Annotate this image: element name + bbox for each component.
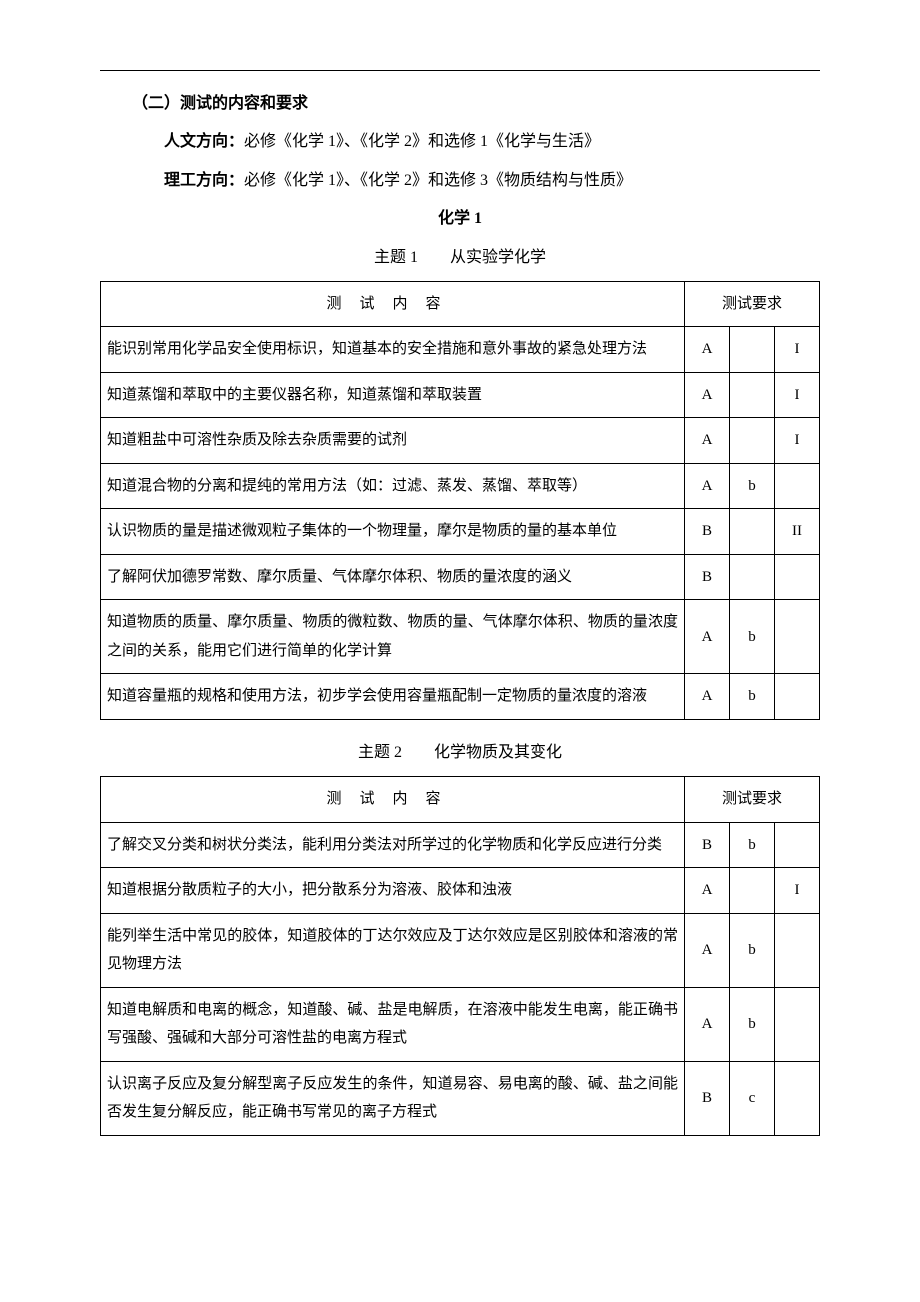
cell-req1: B: [685, 554, 730, 600]
cell-content: 知道粗盐中可溶性杂质及除去杂质需要的试剂: [101, 418, 685, 464]
cell-req1: A: [685, 868, 730, 914]
cell-req3: [775, 600, 820, 674]
cell-req1: B: [685, 1061, 730, 1135]
cell-req3: I: [775, 868, 820, 914]
th-content: 测试内容: [101, 777, 685, 823]
cell-content: 认识物质的量是描述微观粒子集体的一个物理量，摩尔是物质的量的基本单位: [101, 509, 685, 555]
cell-req1: A: [685, 913, 730, 987]
cell-req2: b: [730, 913, 775, 987]
cell-req1: A: [685, 600, 730, 674]
table-row: 了解阿伏加德罗常数、摩尔质量、气体摩尔体积、物质的量浓度的涵义 B: [101, 554, 820, 600]
table-topic1: 测试内容 测试要求 能识别常用化学品安全使用标识，知道基本的安全措施和意外事故的…: [100, 281, 820, 720]
cell-req3: [775, 554, 820, 600]
table-row: 认识离子反应及复分解型离子反应发生的条件，知道易容、易电离的酸、碱、盐之间能否发…: [101, 1061, 820, 1135]
table-row: 知道蒸馏和萃取中的主要仪器名称，知道蒸馏和萃取装置 A I: [101, 372, 820, 418]
cell-content: 知道容量瓶的规格和使用方法，初步学会使用容量瓶配制一定物质的量浓度的溶液: [101, 674, 685, 720]
chem-title: 化学 1: [100, 204, 820, 234]
cell-req3: [775, 463, 820, 509]
table-header-row: 测试内容 测试要求: [101, 777, 820, 823]
cell-content: 知道蒸馏和萃取中的主要仪器名称，知道蒸馏和萃取装置: [101, 372, 685, 418]
table-row: 能列举生活中常见的胶体，知道胶体的丁达尔效应及丁达尔效应是区别胶体和溶液的常见物…: [101, 913, 820, 987]
cell-req2: c: [730, 1061, 775, 1135]
table-row: 知道根据分散质粒子的大小，把分散系分为溶液、胶体和浊液 A I: [101, 868, 820, 914]
cell-content: 知道混合物的分离和提纯的常用方法（如：过滤、蒸发、蒸馏、萃取等）: [101, 463, 685, 509]
cell-content: 了解阿伏加德罗常数、摩尔质量、气体摩尔体积、物质的量浓度的涵义: [101, 554, 685, 600]
cell-content: 认识离子反应及复分解型离子反应发生的条件，知道易容、易电离的酸、碱、盐之间能否发…: [101, 1061, 685, 1135]
th-requirement: 测试要求: [685, 281, 820, 327]
cell-req2: [730, 509, 775, 555]
table-row: 知道电解质和电离的概念，知道酸、碱、盐是电解质，在溶液中能发生电离，能正确书写强…: [101, 987, 820, 1061]
cell-req3: [775, 987, 820, 1061]
cell-req3: [775, 822, 820, 868]
cell-req2: [730, 327, 775, 373]
table-row: 知道混合物的分离和提纯的常用方法（如：过滤、蒸发、蒸馏、萃取等） A b: [101, 463, 820, 509]
cell-req3: I: [775, 372, 820, 418]
cell-req2: b: [730, 987, 775, 1061]
cell-req3: II: [775, 509, 820, 555]
cell-req3: [775, 1061, 820, 1135]
cell-req1: A: [685, 674, 730, 720]
cell-req2: [730, 372, 775, 418]
cell-req1: A: [685, 987, 730, 1061]
cell-req1: A: [685, 327, 730, 373]
th-content: 测试内容: [101, 281, 685, 327]
cell-req1: A: [685, 418, 730, 464]
table-row: 认识物质的量是描述微观粒子集体的一个物理量，摩尔是物质的量的基本单位 B II: [101, 509, 820, 555]
cell-req3: I: [775, 327, 820, 373]
para-humanities: 人文方向：必修《化学 1》、《化学 2》和选修 1《化学与生活》: [100, 127, 820, 157]
cell-content: 能列举生活中常见的胶体，知道胶体的丁达尔效应及丁达尔效应是区别胶体和溶液的常见物…: [101, 913, 685, 987]
cell-req2: [730, 554, 775, 600]
humanities-text: 必修《化学 1》、《化学 2》和选修 1《化学与生活》: [244, 133, 600, 150]
cell-req3: I: [775, 418, 820, 464]
science-label: 理工方向：: [132, 166, 244, 196]
cell-content: 了解交叉分类和树状分类法，能利用分类法对所学过的化学物质和化学反应进行分类: [101, 822, 685, 868]
table-topic2: 测试内容 测试要求 了解交叉分类和树状分类法，能利用分类法对所学过的化学物质和化…: [100, 776, 820, 1136]
cell-req2: b: [730, 822, 775, 868]
table-row: 知道物质的质量、摩尔质量、物质的微粒数、物质的量、气体摩尔体积、物质的量浓度之间…: [101, 600, 820, 674]
section-heading: （二）测试的内容和要求: [100, 89, 820, 119]
cell-req1: A: [685, 463, 730, 509]
cell-content: 知道物质的质量、摩尔质量、物质的微粒数、物质的量、气体摩尔体积、物质的量浓度之间…: [101, 600, 685, 674]
topic1-title: 主题 1 从实验学化学: [100, 243, 820, 273]
cell-content: 知道电解质和电离的概念，知道酸、碱、盐是电解质，在溶液中能发生电离，能正确书写强…: [101, 987, 685, 1061]
th-requirement: 测试要求: [685, 777, 820, 823]
cell-req2: b: [730, 674, 775, 720]
table-header-row: 测试内容 测试要求: [101, 281, 820, 327]
table-row: 能识别常用化学品安全使用标识，知道基本的安全措施和意外事故的紧急处理方法 A I: [101, 327, 820, 373]
top-rule: [100, 70, 820, 71]
cell-req2: [730, 868, 775, 914]
cell-req2: b: [730, 600, 775, 674]
cell-content: 知道根据分散质粒子的大小，把分散系分为溶液、胶体和浊液: [101, 868, 685, 914]
para-science: 理工方向：必修《化学 1》、《化学 2》和选修 3《物质结构与性质》: [100, 166, 820, 196]
topic2-title: 主题 2 化学物质及其变化: [100, 738, 820, 768]
cell-content: 能识别常用化学品安全使用标识，知道基本的安全措施和意外事故的紧急处理方法: [101, 327, 685, 373]
science-text: 必修《化学 1》、《化学 2》和选修 3《物质结构与性质》: [244, 172, 632, 189]
table-row: 知道粗盐中可溶性杂质及除去杂质需要的试剂 A I: [101, 418, 820, 464]
cell-req2: b: [730, 463, 775, 509]
section-heading-text: （二）测试的内容和要求: [132, 95, 308, 112]
table-row: 了解交叉分类和树状分类法，能利用分类法对所学过的化学物质和化学反应进行分类 B …: [101, 822, 820, 868]
cell-req1: B: [685, 509, 730, 555]
cell-req3: [775, 913, 820, 987]
cell-req1: A: [685, 372, 730, 418]
humanities-label: 人文方向：: [132, 127, 244, 157]
cell-req1: B: [685, 822, 730, 868]
table-row: 知道容量瓶的规格和使用方法，初步学会使用容量瓶配制一定物质的量浓度的溶液 A b: [101, 674, 820, 720]
cell-req2: [730, 418, 775, 464]
cell-req3: [775, 674, 820, 720]
